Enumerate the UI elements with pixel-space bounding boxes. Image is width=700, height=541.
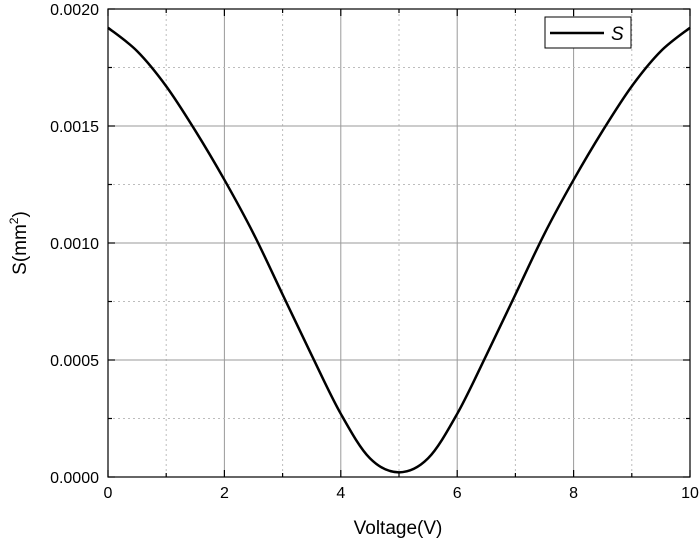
y-axis-title: S(mm2)	[7, 211, 31, 275]
y-tick-label: 0.0010	[50, 236, 99, 253]
ticks	[107, 8, 691, 478]
x-tick-label: 8	[569, 485, 578, 502]
x-tick-label: 10	[681, 485, 699, 502]
x-tick-label: 6	[453, 485, 462, 502]
x-tick-label: 4	[336, 485, 345, 502]
y-tick-label: 0.0000	[50, 470, 99, 487]
grid	[108, 9, 690, 477]
y-axis-title-close: )	[10, 211, 31, 217]
y-axis-title-superscript: 2	[7, 217, 21, 224]
y-tick-label: 0.0015	[50, 119, 99, 136]
x-tick-label: 2	[220, 485, 229, 502]
y-tick-label: 0.0005	[50, 353, 99, 370]
tick-labels: 0 2 4 6 8 10 0.0000 0.0005 0.0010 0.0015 0.0020	[50, 2, 699, 502]
y-axis-title-main: S(mm	[10, 224, 31, 275]
legend: S	[544, 16, 632, 49]
series-line-s	[107, 26, 691, 474]
y-tick-label: 0.0020	[50, 2, 99, 19]
legend-label-s: S	[611, 24, 624, 45]
x-tick-label: 0	[104, 485, 113, 502]
x-axis-title: Voltage(V)	[354, 518, 443, 539]
